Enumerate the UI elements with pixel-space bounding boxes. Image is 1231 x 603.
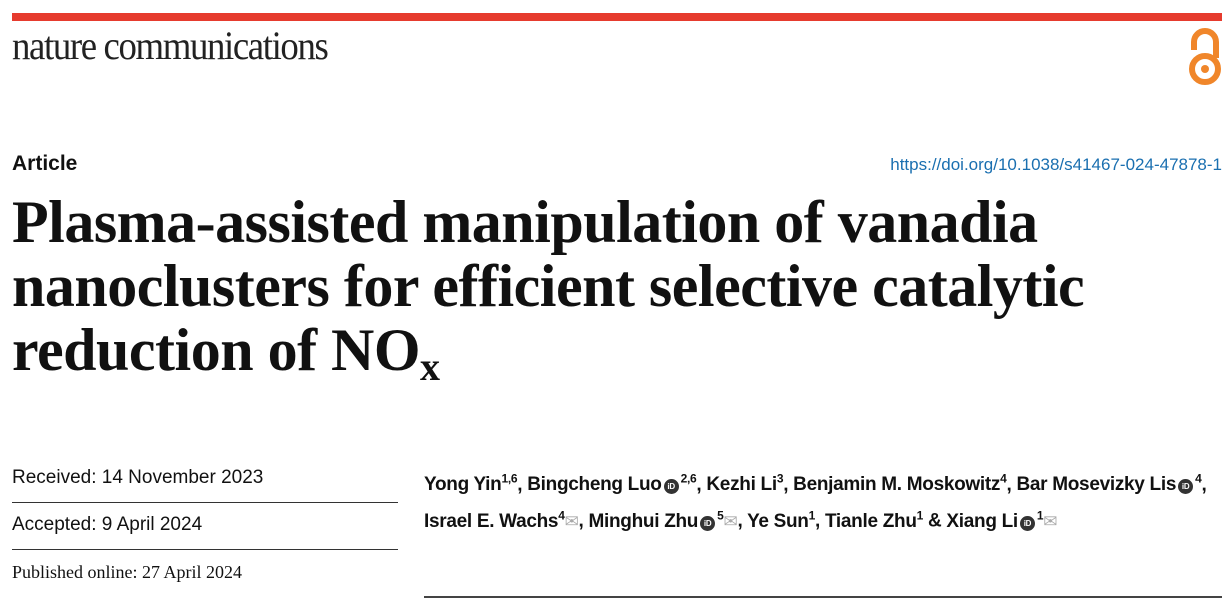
author-name[interactable]: Minghui Zhu [588,510,699,532]
author-separator: , [815,510,825,532]
orcid-icon[interactable]: iD [663,479,679,495]
author-separator: , [737,510,748,532]
article-dates: Received: 14 November 2023 Accepted: 9 A… [12,456,398,597]
author-name[interactable]: Yong Yin [424,474,502,496]
affiliation-number: 1 [808,508,816,523]
author-name[interactable]: Israel E. Wachs [424,510,559,532]
orcid-icon[interactable]: iD [1019,515,1035,531]
author-separator: , [696,474,707,496]
affiliation-number: 4 [1195,472,1202,486]
journal-top-bar [12,13,1222,21]
author-name[interactable]: Bingcheng Luo [527,474,662,496]
affiliation-number: 3 [776,472,784,486]
author-name[interactable]: Benjamin M. Moskowitz [793,474,1001,496]
accepted-date: Accepted: 9 April 2024 [12,503,398,550]
author[interactable]: Bingcheng Luo iD2,6 [527,472,697,496]
author[interactable]: Israel E. Wachs4✉ [424,508,579,532]
affiliation-number: 1 [916,508,924,523]
affiliation-number: 1 [1036,508,1044,523]
author-separator: , [783,474,794,496]
affiliation-number: 1,6 [501,472,518,486]
author-name[interactable]: Ye Sun [747,510,809,532]
published-date: Published online: 27 April 2024 [12,562,243,582]
author-separator: , [517,474,528,496]
author-name[interactable]: Xiang Li [946,510,1018,532]
affiliation-number: 5 [717,508,724,523]
journal-logo: nature communications [12,23,329,68]
open-access-lock-icon [1189,28,1221,85]
author-name[interactable]: Tianle Zhu [824,510,917,532]
email-icon[interactable]: ✉ [564,511,579,531]
author[interactable]: Kezhi Li3 [706,472,784,496]
title-subscript: x [420,344,440,389]
doi-link[interactable]: https://doi.org/10.1038/s41467-024-47878… [890,155,1222,174]
orcid-icon[interactable]: iD [700,515,716,531]
author-name[interactable]: Kezhi Li [706,474,777,496]
author[interactable]: Bar Mosevizky Lis iD4 [1016,472,1202,496]
author[interactable]: Yong Yin1,6 [424,472,518,496]
divider [424,596,1222,598]
author-name[interactable]: Bar Mosevizky Lis [1016,474,1177,496]
author-separator: & [923,510,947,532]
author-separator: , [1006,474,1017,496]
affiliation-number: 2,6 [680,472,697,486]
affiliation-number: 4 [558,508,565,523]
orcid-icon[interactable]: iD [1178,479,1194,495]
email-icon[interactable]: ✉ [1043,511,1058,531]
article-type: Article [12,152,78,175]
author[interactable]: Tianle Zhu1 [824,508,924,532]
author[interactable]: Ye Sun1 [747,508,816,532]
author[interactable]: Minghui Zhu iD5✉ [588,508,738,532]
author-separator: , [1201,474,1207,496]
author[interactable]: Xiang Li iD1✉ [946,508,1058,532]
author-list: Yong Yin1,6, Bingcheng Luo iD2,6, Kezhi L… [424,464,1224,537]
received-date: Received: 14 November 2023 [12,456,398,503]
author-separator: , [578,510,589,532]
author[interactable]: Benjamin M. Moskowitz4 [793,472,1007,496]
title-text: Plasma-assisted manipulation of vanadia … [12,189,1085,383]
email-icon[interactable]: ✉ [723,511,738,531]
article-title: Plasma-assisted manipulation of vanadia … [12,190,1227,399]
affiliation-number: 4 [1000,472,1007,486]
